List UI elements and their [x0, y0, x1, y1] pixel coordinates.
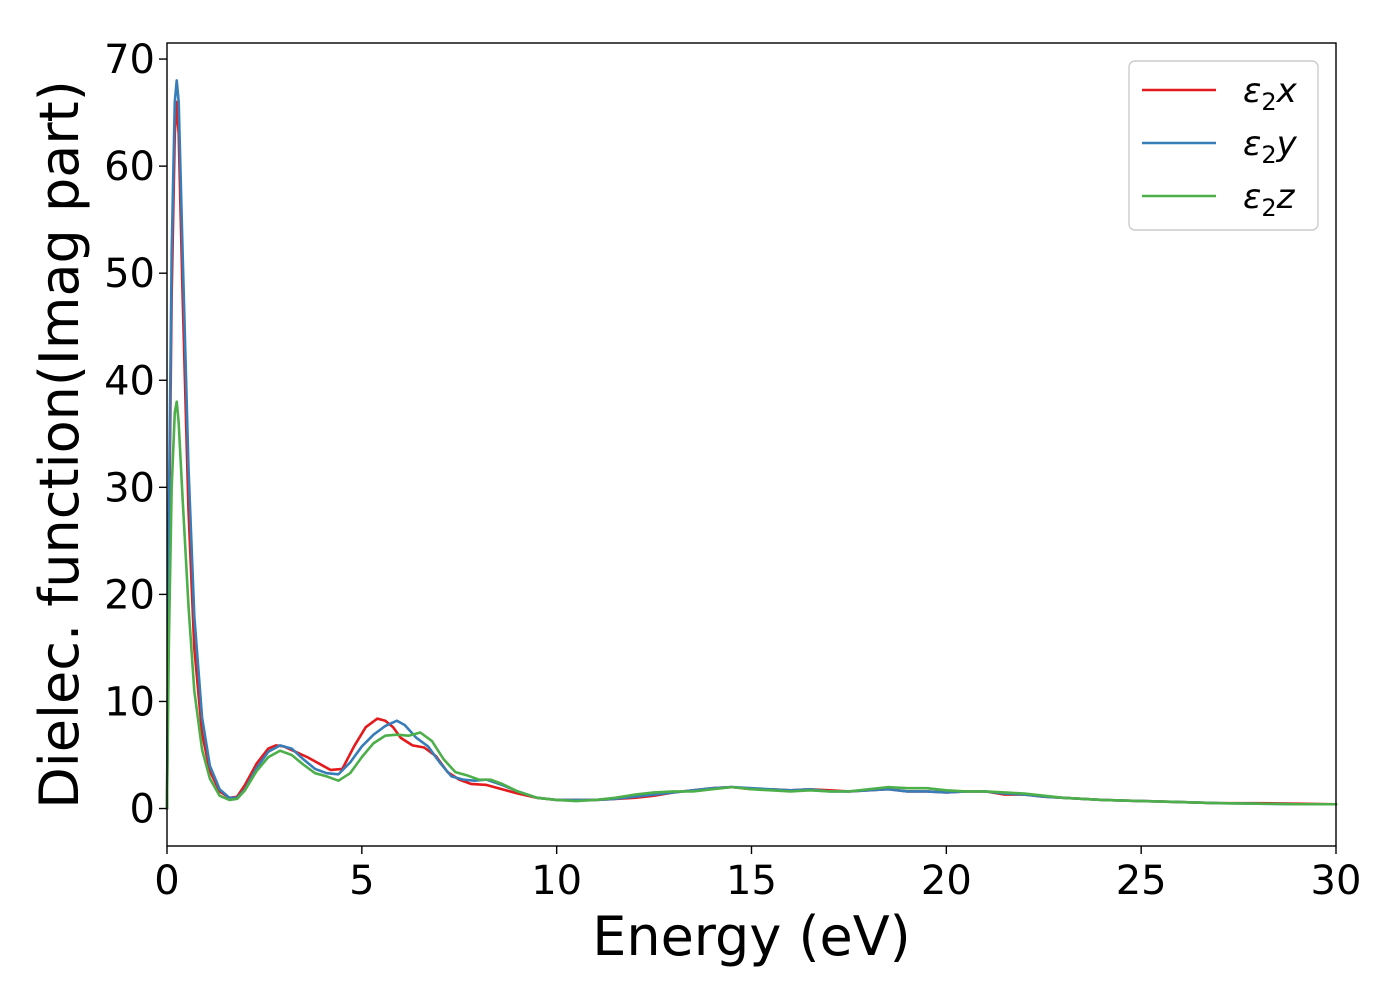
legend-box [1128, 60, 1319, 231]
x-tick-label: 10 [531, 858, 582, 904]
series-line-z [165, 400, 1338, 810]
y-tick-label: 70 [104, 37, 155, 83]
legend-label-epsilon: ε [1243, 177, 1261, 217]
legend-label-subscript: 2 [1261, 88, 1276, 116]
y-tick-label: 60 [104, 144, 155, 190]
legend-label-z: ε2z [1243, 177, 1296, 222]
plot-area [165, 79, 1338, 810]
x-tick-label: 0 [154, 858, 179, 904]
x-tick-label: 20 [921, 858, 972, 904]
y-tick-label: 10 [104, 679, 155, 725]
x-tick-label: 5 [349, 858, 374, 904]
legend-label-component: x [1276, 71, 1298, 111]
legend-label-subscript: 2 [1261, 194, 1276, 222]
x-axis-title: Energy (eV) [592, 905, 911, 968]
legend-label-x: ε2x [1243, 71, 1298, 116]
legend-label-subscript: 2 [1261, 141, 1276, 169]
x-axis: 0 5 10 15 20 25 30 [154, 846, 1361, 904]
y-tick-label: 0 [130, 787, 155, 833]
y-tick-label: 50 [104, 251, 155, 297]
x-tick-label: 15 [726, 858, 777, 904]
y-tick-label: 30 [104, 465, 155, 511]
y-axis: 0 10 20 30 40 50 60 70 [104, 37, 167, 833]
x-tick-label: 25 [1116, 858, 1167, 904]
legend-label-epsilon: ε [1243, 124, 1261, 164]
legend-label-component: z [1276, 177, 1296, 217]
legend-label-y: ε2y [1243, 124, 1298, 169]
legend-label-epsilon: ε [1243, 71, 1261, 111]
y-tick-label: 20 [104, 572, 155, 618]
legend-label-component: y [1276, 124, 1298, 164]
x-tick-label: 30 [1311, 858, 1362, 904]
y-axis-title: Dielec. function(Imag part) [28, 80, 91, 809]
y-tick-label: 40 [104, 358, 155, 404]
